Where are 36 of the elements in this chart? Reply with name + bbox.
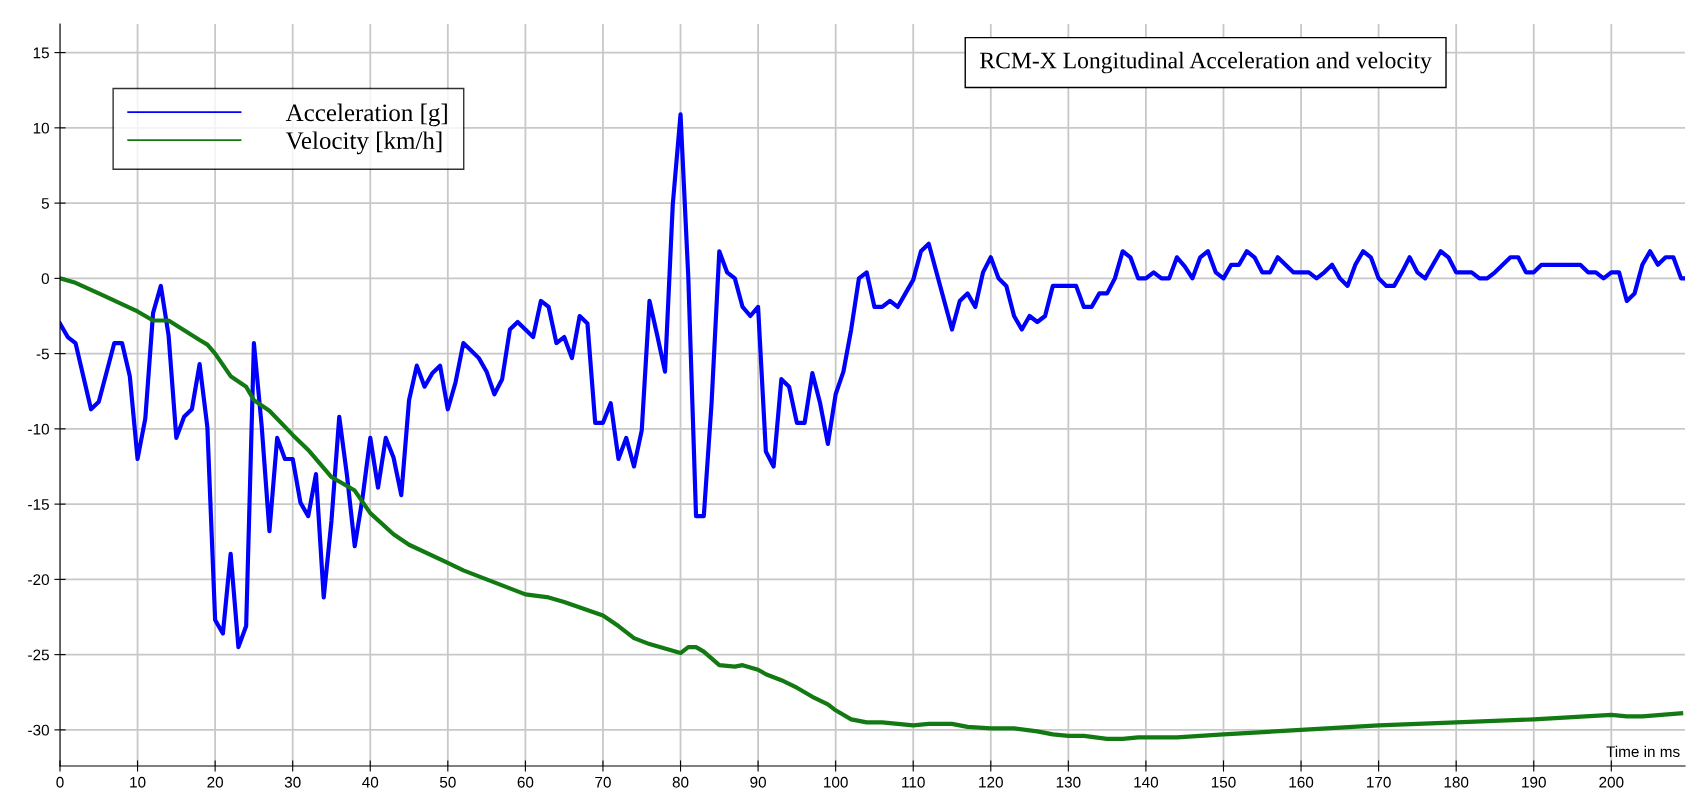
x-tick-label: 140 — [1134, 776, 1159, 788]
x-tick-label: 10 — [130, 776, 146, 788]
y-tick-label: 15 — [33, 47, 49, 59]
x-tick-label: 90 — [750, 776, 766, 788]
x-tick-label: 160 — [1289, 776, 1314, 788]
x-tick-label: 150 — [1211, 776, 1236, 788]
x-tick-label: 50 — [439, 776, 456, 788]
x-tick-label: 200 — [1599, 776, 1624, 788]
x-tick-label: 80 — [672, 776, 689, 788]
line-series — [60, 276, 1684, 741]
x-tick-label: 40 — [362, 776, 379, 788]
y-tick-label: 0 — [41, 273, 49, 285]
legend-label: Acceleration [g] — [285, 103, 447, 127]
y-tick-label: -10 — [28, 423, 49, 435]
y-tick-label: -5 — [36, 348, 49, 360]
y-tick-label: -15 — [28, 499, 49, 510]
y-tick-label: -20 — [28, 574, 49, 586]
y-tick-label: 10 — [33, 122, 49, 134]
x-tick-label: 170 — [1367, 776, 1391, 788]
text: RCM-X Longitudinal Acceleration and velocity — [980, 51, 1432, 74]
x-tick-label: 0 — [56, 776, 64, 788]
x-tick-label: 70 — [595, 776, 611, 788]
x-axis-title: Time in ms — [1606, 745, 1680, 758]
y-tick-label: 5 — [41, 198, 49, 209]
x-tick-label: 130 — [1056, 776, 1081, 788]
x-tick-label: 100 — [824, 776, 848, 788]
x-tick-label: 190 — [1522, 776, 1546, 788]
x-tick-label: 60 — [517, 776, 534, 788]
x-tick-label: 180 — [1444, 776, 1469, 788]
x-tick-label: 110 — [902, 776, 925, 788]
x-tick-label: 30 — [284, 776, 301, 788]
legend-label: Velocity [km/h] — [285, 131, 442, 155]
y-tick-label: -25 — [28, 649, 49, 661]
y-tick-label: -30 — [28, 724, 49, 736]
x-tick-label: 20 — [207, 776, 224, 788]
x-tick-label: 120 — [979, 776, 1003, 788]
